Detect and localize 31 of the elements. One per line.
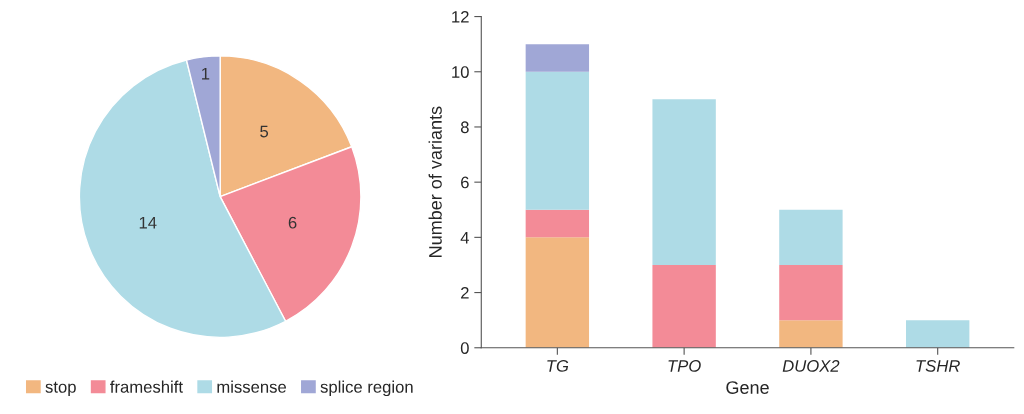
y-tick-label: 0 bbox=[460, 342, 469, 354]
data-label: 14 bbox=[139, 216, 157, 229]
y-axis-title: Number of variants bbox=[428, 106, 442, 257]
bar bbox=[779, 264, 843, 321]
bar bbox=[779, 320, 843, 348]
data-label: 6 bbox=[288, 216, 297, 229]
bar bbox=[652, 99, 716, 265]
y-tick-label: 8 bbox=[460, 121, 469, 134]
bar bbox=[525, 237, 590, 348]
bar bbox=[525, 44, 590, 72]
y-tick-label: 6 bbox=[461, 176, 469, 189]
y-tick-label: 2 bbox=[461, 286, 469, 299]
bar bbox=[779, 209, 843, 265]
data-label: 1 bbox=[202, 67, 210, 80]
data-label: 5 bbox=[260, 125, 269, 138]
x-tick-label: TPO bbox=[668, 360, 701, 372]
x-tick-label: TG bbox=[547, 360, 569, 372]
bar bbox=[652, 264, 716, 348]
y-tick-label: 4 bbox=[460, 231, 469, 244]
bar bbox=[525, 71, 590, 210]
x-tick-label: TSHR bbox=[916, 360, 960, 372]
x-tick-label: DUOX2 bbox=[782, 360, 840, 372]
legend-label: stop bbox=[45, 381, 76, 397]
y-tick-label: 12 bbox=[452, 10, 469, 23]
x-axis-title: Gene bbox=[726, 381, 769, 394]
bar bbox=[525, 209, 590, 238]
y-tick-label: 10 bbox=[452, 66, 469, 78]
legend-label: missense bbox=[217, 380, 286, 393]
legend-label: splice region bbox=[320, 380, 413, 397]
legend-label: frameshift bbox=[110, 380, 183, 393]
bar bbox=[906, 320, 970, 348]
